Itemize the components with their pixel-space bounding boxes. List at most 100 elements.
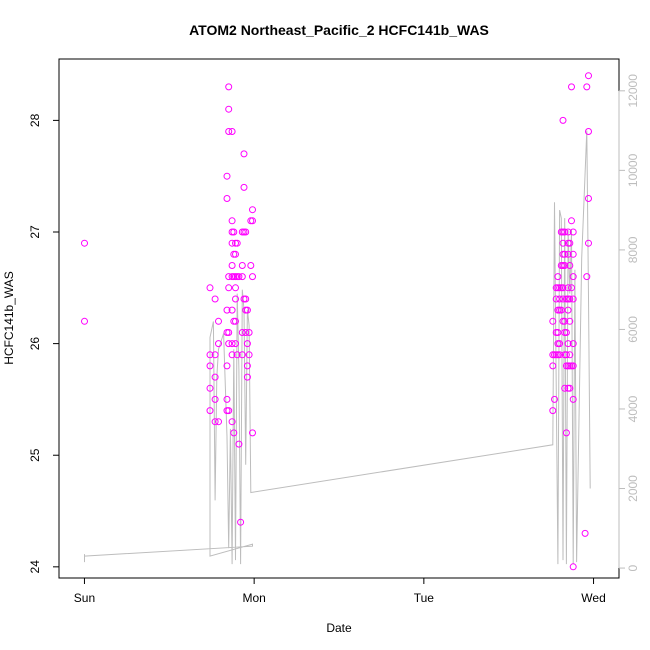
data-point	[568, 83, 575, 91]
y-axis-right: 0 2000 4000 6000 8000 10000 12000	[618, 74, 640, 571]
series-line	[84, 130, 591, 565]
data-point	[215, 340, 222, 348]
data-point	[232, 317, 239, 325]
data-point	[569, 250, 577, 258]
data-point	[228, 217, 236, 225]
data-point	[232, 295, 239, 303]
data-point	[581, 529, 589, 537]
data-point	[235, 273, 243, 281]
y-axis-label: HCFC141b_WAS	[2, 271, 16, 365]
data-point	[225, 329, 233, 336]
y-tick-label: 26	[28, 337, 42, 351]
data-point	[233, 239, 241, 247]
data-point	[559, 239, 567, 247]
data-point	[569, 362, 577, 370]
data-point	[566, 295, 574, 303]
y2-tick-label: 0	[626, 564, 640, 571]
data-point	[249, 429, 256, 437]
data-point	[568, 284, 575, 292]
data-point	[211, 395, 219, 403]
data-point	[561, 262, 569, 269]
data-point	[228, 239, 236, 247]
data-point	[569, 563, 577, 571]
data-point	[237, 518, 245, 526]
y2-tick-label: 4000	[626, 395, 640, 422]
data-point	[245, 329, 253, 336]
data-point	[223, 195, 231, 202]
y2-tick-label: 6000	[626, 316, 640, 343]
data-point	[228, 306, 236, 314]
x-tick-label: Wed	[581, 591, 605, 605]
data-point	[225, 284, 233, 292]
data-point	[81, 239, 88, 247]
data-point	[564, 340, 572, 348]
data-point	[585, 128, 592, 135]
data-point	[569, 273, 577, 281]
data-point	[556, 351, 564, 359]
data-point	[232, 250, 239, 258]
plot-frame	[58, 58, 620, 579]
data-point	[225, 407, 233, 415]
data-point	[232, 284, 239, 292]
y-tick-label: 24	[28, 560, 42, 574]
data-point	[566, 384, 574, 392]
data-point	[233, 351, 241, 359]
data-point	[223, 306, 231, 314]
data-point	[228, 351, 236, 359]
data-point	[225, 83, 233, 91]
data-point	[561, 250, 569, 258]
data-point	[585, 239, 592, 247]
data-point	[225, 340, 233, 348]
data-point	[238, 329, 246, 336]
data-point	[215, 418, 222, 426]
data-point	[559, 116, 567, 124]
data-points	[81, 72, 592, 571]
y-axis-left: 24 25 26 27 28	[28, 113, 60, 574]
data-point	[243, 306, 251, 314]
data-point	[566, 351, 574, 359]
data-point	[223, 395, 231, 403]
data-point	[238, 351, 246, 359]
y2-tick-label: 2000	[626, 475, 640, 502]
data-point	[238, 273, 246, 281]
data-point	[554, 273, 562, 281]
data-point	[564, 228, 572, 236]
data-point	[566, 262, 574, 269]
y-tick-label: 27	[28, 225, 42, 239]
data-point	[230, 228, 238, 236]
data-point	[238, 262, 246, 269]
data-point	[240, 183, 248, 191]
data-point	[228, 418, 236, 426]
data-point	[569, 295, 577, 303]
data-point	[566, 317, 574, 325]
data-point	[569, 228, 577, 236]
data-point	[561, 384, 569, 392]
data-point	[559, 284, 567, 292]
data-point	[549, 362, 557, 370]
data-point	[569, 395, 577, 403]
data-point	[225, 105, 233, 113]
y2-tick-label: 12000	[626, 74, 640, 108]
data-point	[564, 306, 572, 314]
secondary-series-line	[84, 130, 591, 565]
y2-tick-label: 8000	[626, 236, 640, 263]
data-point	[249, 217, 256, 225]
x-tick-label: Mon	[242, 591, 265, 605]
data-point	[230, 429, 238, 437]
data-point	[562, 329, 570, 336]
data-point	[554, 329, 562, 336]
data-point	[583, 83, 591, 91]
data-point	[564, 284, 572, 292]
y2-tick-label: 10000	[626, 153, 640, 187]
data-point	[228, 128, 236, 135]
data-point	[585, 72, 592, 80]
data-point	[211, 418, 219, 426]
data-point	[223, 172, 231, 180]
data-point	[585, 195, 592, 202]
data-point	[562, 351, 570, 359]
data-point	[240, 150, 248, 158]
data-point	[242, 228, 250, 236]
data-point	[549, 317, 557, 325]
data-point	[249, 273, 256, 281]
